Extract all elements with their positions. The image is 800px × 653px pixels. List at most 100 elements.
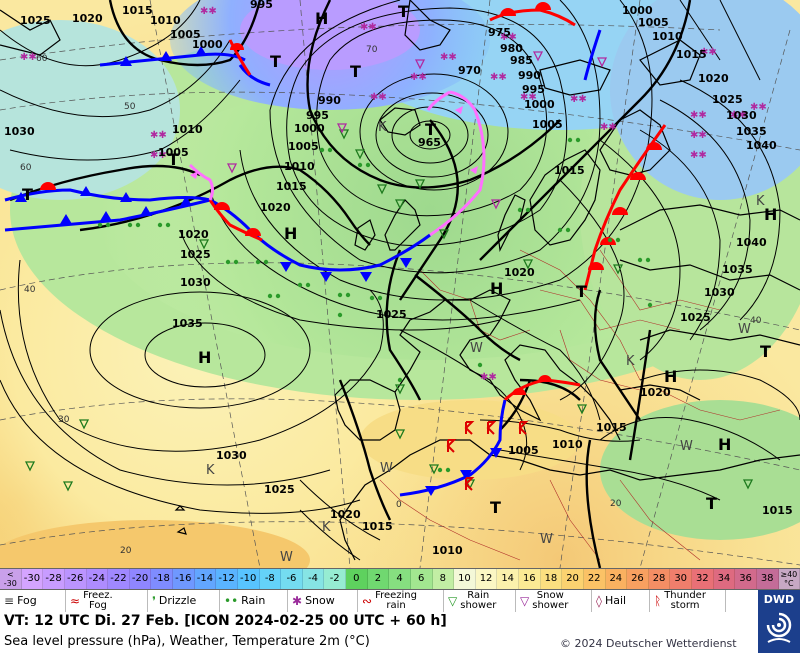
snow-symbols: ✱✱✱✱✱✱ ✱✱ ✱✱✱✱ ✱✱✱✱✱✱ ✱✱✱✱✱✱ ✱✱✱✱✱✱ ✱✱✱✱✱… [20,6,767,383]
temperature-scale-cell: ≥40 °C [778,569,800,589]
lon-0-label: 0 [396,500,402,510]
dwd-logo: DWD [758,590,800,653]
isobar-label: 1035 [172,317,203,330]
temperature-scale-cell: 34 [713,569,736,589]
temperature-scale-cell: -18 [151,569,173,589]
svg-text:✱✱: ✱✱ [600,122,617,133]
isobar-label: 990 [518,69,541,82]
weather-map: 60 50 40 30 20 70 40 20 0 60 [0,0,800,568]
lat-60-label: 60 [36,54,48,64]
high-center: H [315,9,328,28]
shower-symbols [24,129,754,492]
legend-item: ≈ Freez. Fog [66,590,148,612]
isobar-label: 1025 [180,248,211,261]
lat-70-label: 70 [366,45,378,55]
temperature-scale-cell: -10 [237,569,260,589]
high-center: H [198,348,211,367]
legend-label: Hail [604,594,627,607]
temperature-scale-cell: 24 [605,569,628,589]
legend-symbol-icon: ✱ [292,594,303,608]
low-center: T [22,185,33,204]
svg-text:✱✱: ✱✱ [750,102,767,113]
isobar-label: 1030 [704,286,735,299]
legend-label: Freez. Fog [83,590,113,611]
isobar-label: 1025 [680,311,711,324]
isobar-label: 1020 [330,508,361,521]
legend-symbol-icon: ❜ [152,594,156,608]
temperature-scale-cell: 32 [692,569,714,589]
legend-symbol-icon: ≈ [70,594,81,608]
legend-symbol-icon: ∾ [362,594,373,608]
temperature-scale-cell: 28 [648,569,671,589]
isobar-label: 1010 [150,14,181,27]
isobar-label: 1035 [722,263,753,276]
low-center: T [398,2,409,21]
isobar-label: 1015 [762,504,793,517]
isobar-label: 1010 [284,160,315,173]
isobar-label: 1000 [524,98,555,111]
svg-text:✱✱: ✱✱ [690,110,707,121]
isobar-label: 1020 [640,386,671,399]
isobar-label: 1030 [180,276,211,289]
lat-20-label: 20 [120,546,132,556]
thunderstorm-symbols [446,421,529,491]
legend-item: ▽ Rain shower [444,590,516,612]
isobar-label: 1000 [294,122,325,135]
low-center: T [350,62,361,81]
legend-label: Rain [241,594,266,607]
isobar-label: 1020 [504,266,535,279]
isobar-label: 1005 [532,118,563,131]
temperature-scale-cell: -8 [259,569,282,589]
svg-text:✱✱: ✱✱ [20,52,37,63]
legend-item: ◊ Hail [592,590,650,612]
warm-air-marker: W [380,461,393,476]
dwd-swirl-icon [766,612,792,643]
svg-text:✱✱: ✱✱ [480,372,497,383]
high-center: H [718,435,731,454]
temperature-scale-cell: 10 [454,569,476,589]
isobar-label: 1015 [676,48,707,61]
isobar-label: 1005 [158,146,189,159]
isobar-label: 1020 [260,201,291,214]
warm-air-marker: W [540,532,553,547]
temperature-scale-cell: 4 [389,569,411,589]
legend-label: Drizzle [158,594,197,607]
cold-air-marker: K [378,120,387,135]
isobar-label: 1030 [4,125,35,138]
isobar-label: 1015 [362,520,393,533]
isobar-label: 1020 [178,228,209,241]
pressure-labels: 1025 1020 1015 1010 1005 1000 995 1030 1… [4,0,793,557]
svg-text:✱✱: ✱✱ [690,150,707,161]
svg-text:✱✱: ✱✱ [150,130,167,141]
low-center: T [760,342,771,361]
isobar-label: 1030 [726,109,757,122]
warm-air-marker: W [280,550,293,565]
legend-item: ∾ Freezing rain [358,590,444,612]
temperature-scale-cell: 8 [432,569,455,589]
isobar-label: 1025 [376,308,407,321]
legend-label: Freezing rain [375,590,417,611]
isobar-label: 990 [318,94,341,107]
temperature-scale-cell: -16 [173,569,195,589]
isobar-label: 995 [250,0,273,11]
isobar-label: 1025 [264,483,295,496]
front-symbols [15,2,662,496]
isobar-label: 1020 [698,72,729,85]
isobar-label: 980 [500,42,523,55]
temperature-scale-cell: 20 [562,569,584,589]
high-center: H [664,367,677,386]
graticule-labels: 60 50 40 30 20 70 40 20 0 60 [20,45,762,556]
dwd-logo-text: DWD [763,593,795,606]
temperature-scale-cell: 36 [735,569,757,589]
warm-air-marker: W [738,322,751,337]
isobar-label: 995 [522,83,545,96]
temperature-scale-cell: -14 [194,569,217,589]
isobar-label: 1005 [508,444,539,457]
legend-symbol-icon: ◊ [596,594,602,608]
temperature-scale-cell: 26 [627,569,649,589]
legend-item: ᚱ Thunder storm [650,590,726,612]
weather-legend: ≡ Fog ≈ Freez. Fog ❜ Drizzle •• Rain ✱ Snow ∾ Freezi… [0,590,758,612]
isobar-label: 1040 [746,139,777,152]
isobar-label: 1000 [192,38,223,51]
isobar-label: 1005 [288,140,319,153]
